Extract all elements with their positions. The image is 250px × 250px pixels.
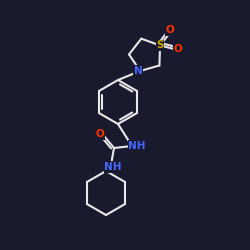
Text: NH: NH: [104, 162, 122, 172]
Text: NH: NH: [128, 141, 146, 151]
Text: O: O: [174, 44, 182, 54]
Text: N: N: [134, 66, 142, 76]
Text: O: O: [166, 26, 174, 36]
Text: O: O: [96, 129, 104, 139]
Text: S: S: [156, 40, 164, 50]
